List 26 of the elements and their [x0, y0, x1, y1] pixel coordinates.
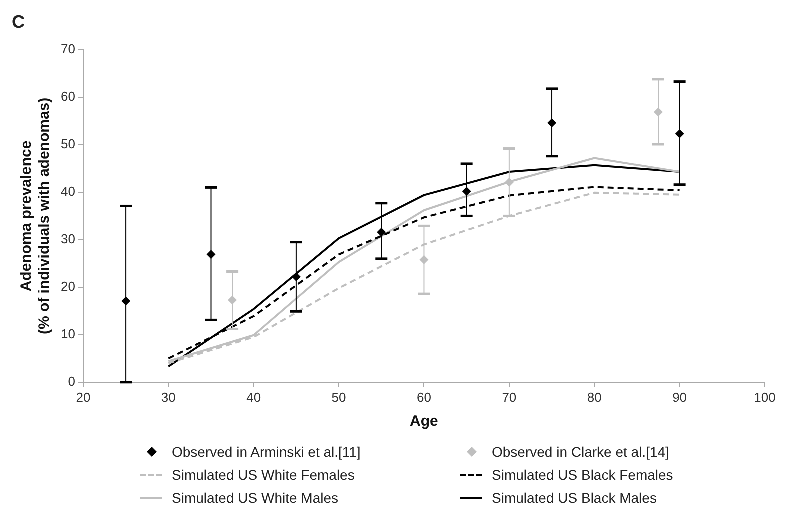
x-tick-label: 20 — [76, 390, 91, 405]
legend-label: Simulated US Black Females — [492, 466, 674, 482]
legend-label: Simulated US White Females — [172, 466, 355, 482]
legend-label: Observed in Clarke et al.[14] — [492, 444, 670, 460]
x-tick-label: 60 — [416, 390, 432, 405]
x-tick-label: 80 — [587, 390, 602, 405]
legend-label: Simulated US Black Males — [492, 490, 657, 506]
x-tick-label: 50 — [332, 390, 346, 405]
legend-label: Observed in Arminski et al.[11] — [172, 444, 361, 460]
x-tick-label: 70 — [502, 390, 517, 405]
y-tick-label: 60 — [60, 89, 76, 104]
x-tick-label: 90 — [672, 390, 688, 405]
y-axis-title: Adenoma prevalence (% of individuals with adenomas) — [18, 98, 54, 335]
x-axis-title: Age — [410, 413, 438, 430]
legend-label: Simulated US White Males — [172, 490, 339, 506]
y-tick-label: 20 — [60, 279, 76, 294]
y-tick-label: 30 — [60, 232, 76, 247]
y-tick-label: 70 — [60, 42, 76, 57]
y-tick-label: 0 — [68, 374, 76, 389]
x-tick-label: 100 — [754, 390, 776, 405]
y-tick-label: 40 — [60, 184, 76, 200]
x-tick-label: 40 — [246, 390, 262, 405]
text: C — [12, 12, 25, 32]
x-tick-label: 30 — [161, 390, 176, 405]
y-tick-label: 50 — [60, 136, 76, 152]
y-tick-label: 10 — [60, 326, 76, 342]
